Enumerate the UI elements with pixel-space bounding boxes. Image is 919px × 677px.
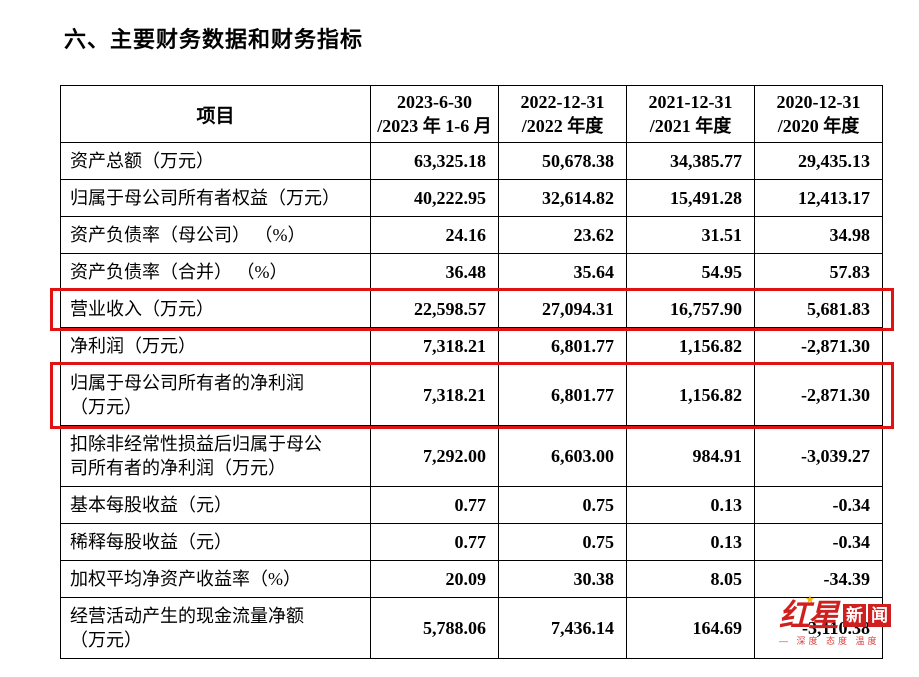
row-label: 经营活动产生的现金流量净额（万元） [60, 597, 371, 659]
table-row-7: 扣除非经常性损益后归属于母公司所有者的净利润（万元） 7,292.00 6,603.… [60, 425, 883, 487]
row-value: 7,318.21 [370, 364, 499, 426]
row-value: 1,156.82 [626, 364, 755, 426]
redstar-tagline: — 深度 态度 温度 [779, 636, 880, 646]
row-value: 7,292.00 [370, 425, 499, 487]
row-label: 稀释每股收益（元） [60, 523, 371, 561]
table-row-2: 资产负债率（母公司） （%） 24.16 23.62 31.51 34.98 [60, 216, 883, 254]
row-label: 扣除非经常性损益后归属于母公司所有者的净利润（万元） [60, 425, 371, 487]
row-value: 40,222.95 [370, 179, 499, 217]
row-value: 5,681.83 [754, 290, 883, 328]
row-label: 资产负债率（合并） （%） [60, 253, 371, 291]
table-row-3: 资产负债率（合并） （%） 36.48 35.64 54.95 57.83 [60, 253, 883, 291]
redstar-brand-script: 红星 [779, 598, 839, 633]
table-row-0: 资产总额（万元） 63,325.18 50,678.38 34,385.77 29,43… [60, 142, 883, 180]
star-icon: ★ [805, 594, 815, 606]
row-label: 资产负债率（母公司） （%） [60, 216, 371, 254]
row-label: 营业收入（万元） [60, 290, 371, 328]
row-value: 16,757.90 [626, 290, 755, 328]
row-value: 0.77 [370, 486, 499, 524]
row-value: 15,491.28 [626, 179, 755, 217]
row-value: -34.39 [754, 560, 883, 598]
row-value: 6,801.77 [498, 327, 627, 365]
row-value: 164.69 [626, 597, 755, 659]
row-value: 984.91 [626, 425, 755, 487]
row-label: 净利润（万元） [60, 327, 371, 365]
redstar-logo-row: 红星 ★ 新闻 [779, 594, 915, 633]
header-item-label: 项目 [60, 85, 371, 143]
row-value: 35.64 [498, 253, 627, 291]
table-row-8: 基本每股收益（元） 0.77 0.75 0.13 -0.34 [60, 486, 883, 524]
header-period-1: 2022-12-31/2022 年度 [498, 85, 627, 143]
table-row-10: 加权平均净资产收益率（%） 20.09 30.38 8.05 -34.39 [60, 560, 883, 598]
row-value: 0.75 [498, 486, 627, 524]
row-value: -2,871.30 [754, 364, 883, 426]
row-label: 加权平均净资产收益率（%） [60, 560, 371, 598]
row-value: 23.62 [498, 216, 627, 254]
row-value: -0.34 [754, 523, 883, 561]
row-value: 0.75 [498, 523, 627, 561]
row-value: -2,871.30 [754, 327, 883, 365]
row-value: 7,436.14 [498, 597, 627, 659]
header-period-3: 2020-12-31/2020 年度 [754, 85, 883, 143]
row-label: 归属于母公司所有者权益（万元） [60, 179, 371, 217]
header-period-0: 2023-6-30/2023 年 1-6 月 [370, 85, 499, 143]
row-value: 27,094.31 [498, 290, 627, 328]
table-row-9: 稀释每股收益（元） 0.77 0.75 0.13 -0.34 [60, 523, 883, 561]
table-header-row: 项目 2023-6-30/2023 年 1-6 月 2022-12-31/2022… [60, 85, 883, 143]
table-row-4: 营业收入（万元） 22,598.57 27,094.31 16,757.90 5,681… [60, 290, 883, 328]
redstar-brand-blocks: 新闻 [841, 604, 891, 627]
redstar-news-logo: 红星 ★ 新闻 — 深度 态度 温度 [779, 594, 915, 647]
row-value: 34.98 [754, 216, 883, 254]
row-value: 29,435.13 [754, 142, 883, 180]
row-value: 6,603.00 [498, 425, 627, 487]
row-value: -0.34 [754, 486, 883, 524]
row-value: 8.05 [626, 560, 755, 598]
table-row-5: 净利润（万元） 7,318.21 6,801.77 1,156.82 -2,871.30 [60, 327, 883, 365]
row-label: 基本每股收益（元） [60, 486, 371, 524]
section-title: 六、主要财务数据和财务指标 [64, 27, 364, 52]
row-label: 归属于母公司所有者的净利润（万元） [60, 364, 371, 426]
table-row-6: 归属于母公司所有者的净利润（万元） 7,318.21 6,801.77 1,156.8… [60, 364, 883, 426]
brand-block-char: 闻 [868, 604, 891, 627]
row-value: 0.77 [370, 523, 499, 561]
brand-block-char: 新 [843, 604, 866, 627]
row-value: 54.95 [626, 253, 755, 291]
row-value: 34,385.77 [626, 142, 755, 180]
row-value: 63,325.18 [370, 142, 499, 180]
row-label: 资产总额（万元） [60, 142, 371, 180]
row-value: 30.38 [498, 560, 627, 598]
row-value: 24.16 [370, 216, 499, 254]
row-value: 20.09 [370, 560, 499, 598]
row-value: 32,614.82 [498, 179, 627, 217]
row-value: 5,788.06 [370, 597, 499, 659]
row-value: 0.13 [626, 523, 755, 561]
row-value: 12,413.17 [754, 179, 883, 217]
row-value: 1,156.82 [626, 327, 755, 365]
financial-table: 项目 2023-6-30/2023 年 1-6 月 2022-12-31/2022… [60, 85, 883, 659]
row-value: 31.51 [626, 216, 755, 254]
row-value: 57.83 [754, 253, 883, 291]
row-value: 22,598.57 [370, 290, 499, 328]
table-row-1: 归属于母公司所有者权益（万元） 40,222.95 32,614.82 15,491.… [60, 179, 883, 217]
row-value: -3,039.27 [754, 425, 883, 487]
table-row-11: 经营活动产生的现金流量净额（万元） 5,788.06 7,436.14 164.69-… [60, 597, 883, 659]
row-value: 6,801.77 [498, 364, 627, 426]
row-value: 50,678.38 [498, 142, 627, 180]
row-value: 7,318.21 [370, 327, 499, 365]
header-period-2: 2021-12-31/2021 年度 [626, 85, 755, 143]
row-value: 36.48 [370, 253, 499, 291]
row-value: 0.13 [626, 486, 755, 524]
